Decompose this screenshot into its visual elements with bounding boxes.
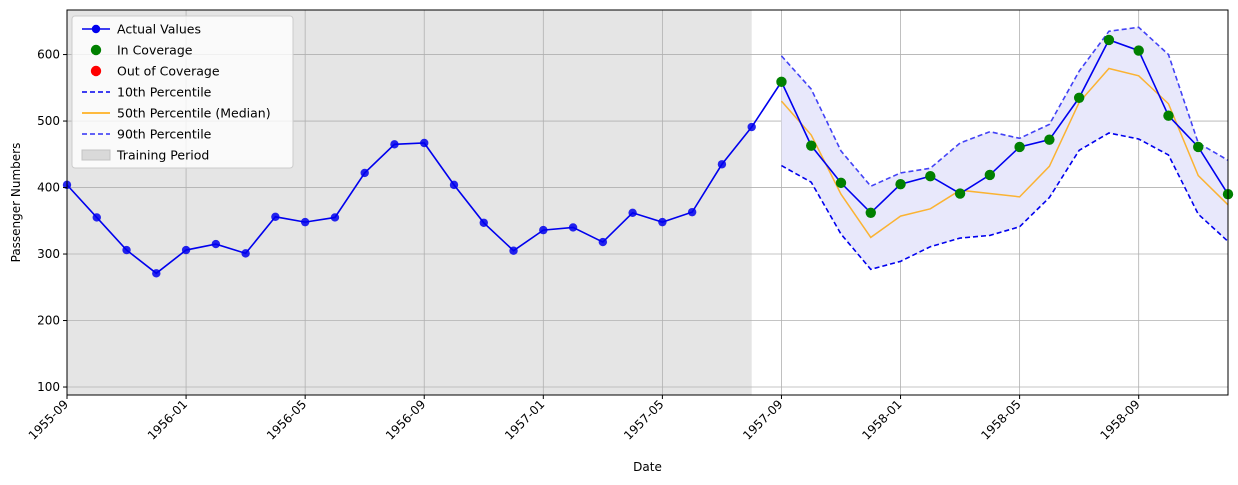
median-line xyxy=(780,67,1229,239)
in-coverage-point xyxy=(954,188,966,199)
x-tick-label: 1956-01 xyxy=(145,397,190,442)
actual-value-point xyxy=(300,217,310,227)
y-tick-label: 500 xyxy=(37,114,60,128)
actual-value-point xyxy=(598,237,608,247)
y-tick-label: 100 xyxy=(37,380,60,394)
p10-line xyxy=(781,132,1229,271)
p90-line xyxy=(780,26,1229,188)
actual-value-point xyxy=(390,140,399,149)
legend: Actual Values In Coverage Out of Coverage 1… xyxy=(71,15,294,169)
legend-handle-marker xyxy=(90,44,102,56)
actual-value-point xyxy=(241,249,250,258)
x-axis-title: Date xyxy=(633,460,662,474)
in-coverage-point xyxy=(806,140,817,151)
y-axis-title: Passenger Numbers xyxy=(9,143,23,263)
in-coverage-point xyxy=(1044,134,1055,145)
legend-label: Out of Coverage xyxy=(117,64,220,79)
actual-value-point xyxy=(271,212,280,221)
actual-value-point xyxy=(360,168,369,178)
in-coverage-point xyxy=(984,169,996,181)
actual-value-point xyxy=(568,223,578,232)
legend-handle-patch xyxy=(81,149,111,161)
y-tick-label: 200 xyxy=(37,314,60,328)
x-tick-label: 1957-09 xyxy=(740,397,785,442)
in-coverage-point xyxy=(865,207,876,219)
actual-value-point xyxy=(181,245,191,255)
y-axis-ticks: 100 200 300 400 500 600 xyxy=(37,48,67,394)
actual-value-point xyxy=(420,138,429,148)
actual-value-point xyxy=(747,122,756,132)
y-tick-label: 600 xyxy=(37,48,60,62)
x-tick-label: 1958-05 xyxy=(978,397,1023,442)
plot-frame xyxy=(66,9,1229,396)
x-tick-label: 1955-09 xyxy=(26,397,71,442)
x-tick-label: 1956-09 xyxy=(383,397,428,442)
legend-label: In Coverage xyxy=(117,43,193,58)
actual-value-point xyxy=(658,217,667,227)
actual-value-point xyxy=(687,207,697,217)
in-coverage-point xyxy=(1193,141,1204,153)
legend-label: Actual Values xyxy=(117,22,201,37)
actual-value-point xyxy=(122,245,131,255)
legend-label: Training Period xyxy=(116,148,209,163)
x-tick-label: 1957-01 xyxy=(502,397,547,442)
actual-value-point xyxy=(717,160,727,169)
legend-box xyxy=(71,15,294,169)
actual-value-point xyxy=(628,208,637,218)
x-tick-label: 1957-05 xyxy=(621,397,666,442)
actual-value-point xyxy=(211,239,221,249)
legend-handle-marker xyxy=(91,24,101,34)
actual-value-point xyxy=(449,180,459,190)
percentile-band xyxy=(781,27,1228,270)
actual-value-point xyxy=(509,246,518,255)
actual-value-point xyxy=(479,218,488,227)
in-coverage-point xyxy=(1073,92,1085,103)
percentile-band-area xyxy=(781,27,1228,270)
y-tick-label: 400 xyxy=(37,181,60,195)
in-coverage-point xyxy=(1014,141,1025,153)
in-coverage-point xyxy=(1103,34,1115,46)
actual-value-point xyxy=(152,269,161,278)
in-coverage-point xyxy=(835,177,847,189)
actual-value-point xyxy=(330,213,340,222)
x-axis-ticks: 1955-09 1956-01 1956-05 1956-09 1957-01 1957-… xyxy=(26,395,1143,443)
in-coverage-point xyxy=(1133,45,1144,56)
legend-handle-marker xyxy=(90,65,102,77)
x-tick-label: 1958-01 xyxy=(859,397,904,442)
in-coverage-point xyxy=(776,76,787,88)
x-tick-label: 1958-09 xyxy=(1097,397,1142,442)
y-tick-label: 300 xyxy=(37,247,60,261)
in-coverage-point xyxy=(925,171,936,182)
legend-label: 50th Percentile (Median) xyxy=(117,106,271,121)
x-tick-label: 1956-05 xyxy=(264,397,309,442)
actual-value-point xyxy=(92,213,101,222)
legend-label: 10th Percentile xyxy=(117,85,212,100)
in-coverage-point xyxy=(895,179,906,190)
in-coverage-point xyxy=(1163,110,1174,121)
series-lines xyxy=(66,26,1229,275)
actual-values-line xyxy=(66,38,1229,275)
legend-label: 90th Percentile xyxy=(117,127,212,142)
actual-value-point xyxy=(539,225,548,235)
